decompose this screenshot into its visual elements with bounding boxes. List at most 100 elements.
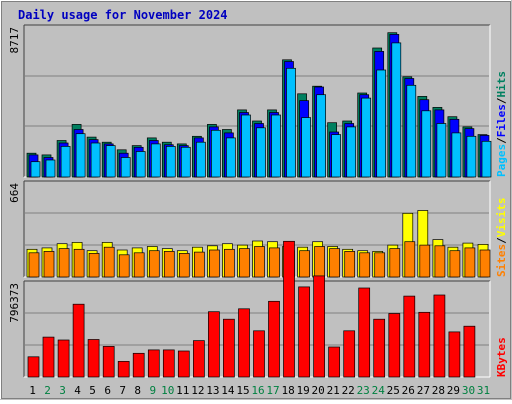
bar-pages-day-8: [135, 151, 146, 178]
x-tick-label-23: 23: [357, 384, 370, 397]
bar-kbytes-day-17: [268, 300, 280, 378]
x-tick-label-26: 26: [402, 384, 415, 397]
bar-pages-day-10: [165, 146, 176, 178]
x-tick-label-10: 10: [161, 384, 174, 397]
x-tick-label-7: 7: [119, 384, 126, 397]
bar-pages-day-26: [406, 84, 417, 178]
bar-sites-day-17: [269, 247, 280, 278]
x-tick-label-1: 1: [29, 384, 36, 397]
bar-pages-day-19: [301, 117, 311, 178]
bar-pages-day-30: [466, 135, 477, 178]
bar-pages-day-3: [60, 146, 71, 178]
x-tick-label-18: 18: [281, 384, 294, 397]
legend-entry: Hits: [495, 71, 508, 98]
bar-kbytes-day-6: [102, 346, 115, 378]
bar-sites-day-3: [58, 248, 70, 278]
bar-pages-day-12: [196, 141, 206, 178]
panel-kbytes: 796373 KBytes: [8, 240, 508, 378]
bar-kbytes-day-5: [87, 339, 100, 378]
bar-sites-day-19: [299, 250, 310, 278]
bar-kbytes-day-15: [238, 308, 250, 378]
bar-pages-day-1: [30, 161, 41, 178]
bar-kbytes-day-19: [298, 286, 310, 378]
bar-sites-day-31: [479, 249, 491, 278]
legend-visits-sites: Sites/Visits: [495, 198, 508, 278]
bar-kbytes-day-20: [313, 275, 325, 378]
bar-sites-day-15: [239, 248, 250, 278]
legend-hits-files-pages: Pages/Files/Hits: [495, 71, 508, 177]
bar-sites-day-12: [194, 251, 205, 278]
bar-pages-day-6: [105, 145, 116, 178]
x-tick-label-5: 5: [89, 384, 96, 397]
bar-kbytes-day-29: [448, 331, 461, 378]
y-max-label: 664: [8, 183, 21, 203]
panel-visits-sites: 664 Sites/Visits: [8, 180, 508, 278]
bar-kbytes-day-24: [373, 318, 386, 378]
x-tick-label-17: 17: [266, 384, 279, 397]
bar-sites-day-26: [404, 241, 416, 278]
bar-kbytes-day-22: [343, 330, 356, 378]
bar-pages-day-4: [75, 133, 86, 178]
bar-sites-day-24: [374, 252, 386, 278]
bar-sites-day-28: [434, 245, 446, 278]
bar-kbytes-day-18: [283, 240, 295, 378]
bar-sites-day-20: [314, 246, 325, 278]
panel-hits-files-pages: 8717 Pages/Files/Hits: [8, 24, 508, 178]
bar-sites-day-22: [344, 251, 356, 278]
bar-kbytes-day-30: [463, 325, 476, 378]
legend-entry: Visits: [495, 198, 508, 238]
bar-pages-day-23: [361, 97, 372, 178]
y-max-label: 8717: [8, 27, 21, 54]
bar-kbytes-day-23: [358, 287, 371, 378]
bar-sites-day-10: [163, 251, 175, 278]
x-tick-label-4: 4: [74, 384, 81, 397]
bar-pages-day-15: [241, 114, 251, 178]
bar-pages-day-18: [286, 67, 296, 178]
x-tick-label-8: 8: [134, 384, 141, 397]
bar-pages-day-29: [451, 132, 462, 178]
bar-kbytes-day-4: [72, 303, 85, 378]
x-tick-label-16: 16: [251, 384, 264, 397]
bar-pages-day-2: [45, 159, 56, 178]
bar-pages-day-22: [346, 126, 357, 178]
legend-entry: /: [495, 237, 508, 244]
bar-kbytes-day-9: [147, 349, 160, 378]
bar-sites-day-8: [133, 252, 145, 278]
bar-sites-day-16: [254, 246, 265, 278]
bar-kbytes-day-26: [403, 295, 416, 378]
bar-pages-day-25: [391, 42, 402, 178]
bar-kbytes-day-12: [193, 340, 205, 378]
bar-sites-day-25: [389, 248, 401, 278]
chart-title: Daily usage for November 2024: [18, 8, 228, 22]
bar-sites-day-7: [118, 254, 130, 278]
bar-sites-day-11: [178, 253, 190, 278]
bar-kbytes-day-27: [418, 311, 431, 378]
x-tick-label-20: 20: [311, 384, 324, 397]
bar-kbytes-day-8: [132, 352, 145, 378]
bar-pages-day-11: [180, 146, 191, 178]
bar-sites-day-5: [88, 253, 100, 278]
x-tick-label-12: 12: [191, 384, 204, 397]
x-tick-label-11: 11: [176, 384, 189, 397]
x-tick-label-2: 2: [44, 384, 51, 397]
x-tick-label-21: 21: [327, 384, 340, 397]
bar-kbytes-day-7: [117, 361, 130, 378]
bar-pages-day-21: [331, 134, 341, 178]
bar-pages-day-9: [150, 143, 161, 178]
bar-kbytes-day-11: [177, 350, 190, 378]
bar-pages-day-27: [421, 110, 432, 178]
x-tick-label-24: 24: [372, 384, 386, 397]
x-tick-label-15: 15: [236, 384, 249, 397]
bar-pages-day-24: [376, 69, 387, 178]
bar-kbytes-day-3: [57, 339, 70, 378]
bar-sites-day-1: [28, 252, 40, 278]
bar-kbytes-day-21: [328, 346, 340, 378]
x-tick-label-6: 6: [104, 384, 111, 397]
x-tick-label-30: 30: [462, 384, 475, 397]
legend-kbytes: KBytes: [495, 337, 508, 377]
bar-kbytes-day-1: [27, 356, 40, 378]
legend-entry: Sites: [495, 244, 508, 277]
bar-sites-day-6: [103, 246, 115, 278]
bar-sites-day-27: [419, 244, 431, 278]
